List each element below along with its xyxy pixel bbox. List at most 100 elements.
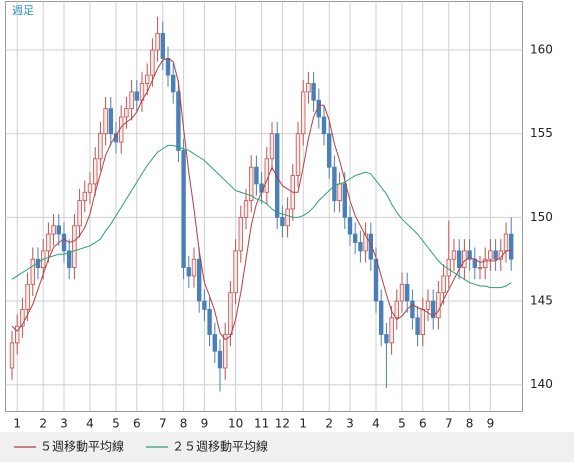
candle-body (77, 200, 82, 227)
candle-body (9, 342, 15, 369)
candle-body (404, 283, 410, 302)
candle-body (259, 183, 264, 193)
candle-body (228, 292, 233, 335)
candle-body (274, 133, 280, 218)
candle-body (14, 325, 20, 344)
candle-body (134, 91, 139, 101)
x-tick-label: 2 (325, 417, 333, 431)
candle-body (326, 133, 332, 168)
candle-body (477, 267, 483, 269)
candle-body (280, 216, 285, 227)
x-tick-label: 3 (346, 417, 354, 431)
candle-body (87, 183, 93, 193)
candle-body (467, 250, 472, 260)
candle-body (493, 250, 498, 260)
candle-body (446, 258, 451, 277)
candle-body (430, 300, 436, 319)
candle-body (222, 334, 228, 369)
candle-body (233, 250, 238, 294)
y-tick-label: 150 (530, 210, 553, 224)
legend-label: ５週移動平均線 (40, 439, 124, 454)
candle-body (196, 258, 202, 302)
candle-body (254, 166, 259, 185)
y-tick-label: 145 (530, 294, 553, 308)
candle-body (420, 309, 425, 335)
candle-body (51, 225, 56, 235)
candle-body (488, 250, 493, 260)
candle-body (389, 317, 394, 344)
candle-body (342, 183, 347, 218)
x-tick-label: 8 (466, 417, 474, 431)
candle-body (186, 267, 191, 277)
candle-body (352, 233, 358, 243)
candle-body (191, 258, 197, 277)
candle-body (373, 258, 379, 302)
x-tick-label: 9 (487, 417, 495, 431)
candle-body (264, 158, 269, 193)
candle-body (144, 74, 150, 84)
candle-body (82, 191, 87, 202)
candle-body (300, 91, 306, 135)
candle-body (311, 83, 316, 101)
candle-body (394, 300, 399, 319)
candle-body (98, 133, 103, 160)
candle-body (456, 250, 462, 268)
candle-body (503, 233, 509, 252)
candle-body (181, 150, 186, 268)
candle-body (363, 233, 368, 252)
y-tick-label: 155 (530, 126, 553, 140)
x-tick-label: 3 (60, 417, 68, 431)
x-tick-label: 1 (13, 417, 21, 431)
candle-body (306, 83, 311, 93)
x-tick-label: 9 (201, 417, 209, 431)
candle-body (165, 57, 171, 76)
candle-body (67, 250, 72, 268)
x-tick-label: 11 (254, 417, 269, 431)
candle-body (129, 91, 134, 110)
candle-body (451, 250, 457, 260)
candle-body (212, 334, 217, 352)
candle-body (217, 350, 223, 369)
x-tick-label: 10 (228, 417, 243, 431)
x-tick-label: 2 (39, 417, 47, 431)
x-tick-label: 5 (112, 417, 120, 431)
candle-body (155, 32, 160, 51)
candle-body (207, 309, 212, 335)
x-tick-label: 1 (299, 417, 307, 431)
x-tick-label: 12 (275, 417, 290, 431)
candle-body (176, 91, 181, 151)
candle-body (321, 116, 327, 135)
candle-body (384, 334, 389, 344)
ma-line (11, 57, 512, 341)
candle-body (508, 233, 514, 260)
candle-body (482, 258, 488, 268)
candle-body (170, 74, 176, 93)
candle-body (238, 216, 243, 252)
candle-body (72, 225, 77, 268)
candle-body (415, 317, 420, 335)
x-tick-label: 4 (86, 417, 94, 431)
candle-body (61, 233, 67, 252)
x-tick-label: 5 (398, 417, 406, 431)
candle-body (269, 133, 275, 160)
candle-body (124, 108, 129, 118)
chart-label: 週足 (12, 4, 34, 17)
candle-body (46, 233, 51, 252)
y-tick-label: 140 (530, 377, 553, 391)
candle-body (441, 275, 446, 294)
x-tick-label: 7 (445, 417, 453, 431)
candle-body (243, 200, 249, 218)
candle-body (30, 258, 35, 285)
candle-body (368, 233, 373, 260)
candle-body (103, 108, 108, 135)
candle-body (332, 166, 337, 202)
x-tick-label: 4 (372, 417, 380, 431)
x-tick-label: 6 (133, 417, 141, 431)
x-tick-label: 6 (419, 417, 427, 431)
candle-body (358, 242, 363, 252)
candle-body (410, 300, 415, 319)
candle-body (378, 300, 384, 335)
candle-body (462, 250, 467, 268)
candle-body (295, 133, 301, 176)
